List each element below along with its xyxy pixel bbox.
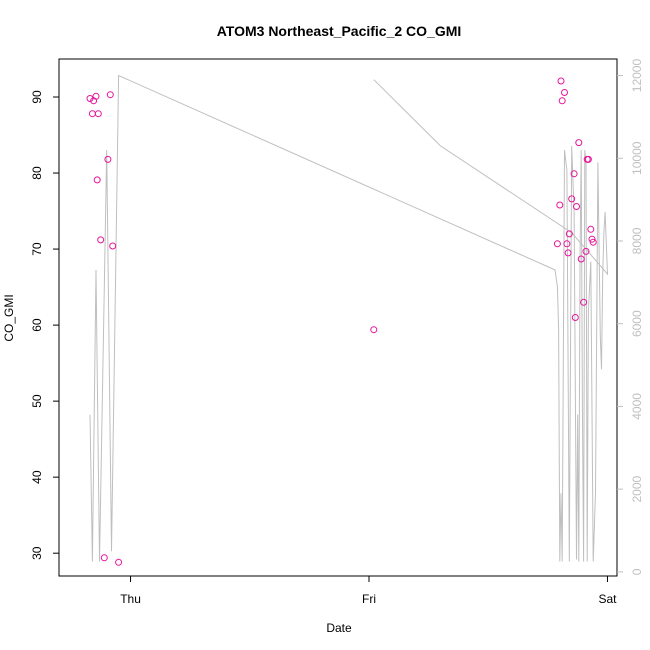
y-right-tick-label: 2000 bbox=[630, 475, 644, 502]
data-point bbox=[106, 91, 114, 99]
data-point bbox=[587, 225, 595, 233]
data-point bbox=[88, 110, 96, 118]
data-point bbox=[104, 155, 112, 163]
data-point bbox=[86, 95, 94, 102]
data-point bbox=[97, 236, 105, 244]
y-right-tick-label: 12000 bbox=[630, 59, 644, 93]
y-axis-left: 30 40 50 60 70 80 90 bbox=[30, 90, 59, 560]
series-points-layer bbox=[86, 77, 597, 566]
y-left-tick-label: 50 bbox=[30, 394, 44, 408]
y-right-tick-label: 6000 bbox=[630, 310, 644, 337]
y-left-tick-label: 80 bbox=[30, 166, 44, 180]
data-point bbox=[109, 242, 117, 250]
data-point bbox=[561, 89, 568, 96]
y-right-tick-label: 0 bbox=[630, 568, 644, 575]
data-point bbox=[564, 249, 572, 257]
data-point bbox=[571, 314, 579, 321]
x-tick-label: Fri bbox=[362, 592, 376, 606]
data-point bbox=[370, 326, 378, 334]
x-tick-label: Sat bbox=[598, 592, 617, 606]
data-point bbox=[93, 176, 101, 184]
data-point bbox=[553, 240, 561, 248]
data-point bbox=[563, 240, 571, 248]
y-right-tick-label: 8000 bbox=[630, 227, 644, 254]
data-point bbox=[557, 77, 565, 85]
data-point bbox=[582, 247, 590, 255]
data-point bbox=[584, 155, 592, 163]
data-point bbox=[575, 139, 583, 147]
data-point bbox=[100, 554, 108, 562]
y-left-tick-label: 40 bbox=[30, 470, 44, 484]
y-right-tick-label: 10000 bbox=[630, 141, 644, 175]
data-point bbox=[558, 97, 566, 105]
y-left-tick-label: 60 bbox=[30, 318, 44, 332]
data-point bbox=[115, 558, 123, 566]
x-axis: Thu Fri Sat bbox=[120, 576, 617, 606]
plot-frame bbox=[58, 58, 618, 577]
data-point bbox=[556, 201, 564, 209]
chart-title: ATOM3 Northeast_Pacific_2 CO_GMI bbox=[217, 23, 462, 39]
data-point bbox=[565, 230, 573, 238]
data-point bbox=[568, 195, 576, 203]
y-left-tick-label: 30 bbox=[30, 546, 44, 560]
data-point bbox=[589, 238, 597, 246]
series-line bbox=[89, 74, 609, 562]
data-point bbox=[577, 255, 585, 263]
data-point bbox=[573, 203, 580, 210]
data-point bbox=[92, 92, 100, 100]
y-axis-label: CO_GMI bbox=[2, 294, 16, 341]
y-right-tick-label: 4000 bbox=[630, 393, 644, 420]
x-axis-label: Date bbox=[326, 621, 352, 635]
data-point bbox=[570, 170, 578, 178]
data-point bbox=[580, 298, 588, 306]
x-tick-label: Thu bbox=[120, 592, 141, 606]
y-left-tick-label: 90 bbox=[30, 90, 44, 104]
series-line-layer bbox=[89, 74, 609, 562]
y-left-tick-label: 70 bbox=[30, 242, 44, 256]
data-point bbox=[94, 110, 102, 118]
y-axis-right: 0 2000 4000 6000 8000 10000 12000 bbox=[617, 59, 644, 575]
